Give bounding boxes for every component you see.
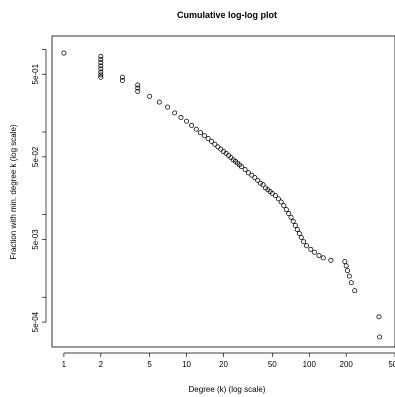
x-axis-label: Degree (k) (log scale) xyxy=(189,385,266,394)
data-point xyxy=(290,218,296,224)
plot-frame xyxy=(51,35,395,348)
data-point xyxy=(283,207,289,213)
data-points xyxy=(61,50,383,340)
data-point xyxy=(238,164,244,170)
data-point xyxy=(328,257,334,263)
x-tick-label: 100 xyxy=(303,360,317,369)
x-tick-label: 2 xyxy=(99,360,104,369)
data-point xyxy=(209,138,215,144)
data-point xyxy=(301,239,307,245)
data-point xyxy=(272,193,278,199)
data-point xyxy=(202,133,207,139)
data-point xyxy=(281,203,287,209)
data-point xyxy=(346,273,352,279)
data-point xyxy=(98,72,104,78)
data-point xyxy=(205,136,211,142)
x-tick-label: 200 xyxy=(340,360,354,369)
data-point xyxy=(98,74,104,80)
x-axis: 1 2 5 10 20 50 100 200 500 xyxy=(62,352,395,369)
x-tick-label: 500 xyxy=(388,360,395,369)
data-point xyxy=(316,253,322,258)
data-point xyxy=(288,214,294,220)
data-point xyxy=(246,170,252,176)
data-point xyxy=(320,255,326,261)
x-tick-label: 10 xyxy=(182,360,191,369)
data-point xyxy=(278,199,284,205)
data-point xyxy=(311,249,317,255)
data-point xyxy=(218,146,224,152)
data-point xyxy=(135,88,141,94)
data-point xyxy=(376,314,382,320)
data-point xyxy=(308,246,314,252)
y-tick-label: 5e-04 xyxy=(31,311,40,332)
data-point xyxy=(198,130,204,136)
data-point xyxy=(296,231,302,237)
data-point xyxy=(178,114,184,120)
data-point xyxy=(352,288,358,294)
data-point xyxy=(147,93,153,99)
data-point xyxy=(165,104,171,110)
data-point xyxy=(98,57,104,63)
data-point xyxy=(98,60,104,66)
data-point xyxy=(242,167,248,173)
data-point xyxy=(135,82,141,88)
y-tick-label: 5e-01 xyxy=(31,63,40,84)
data-point xyxy=(184,118,190,124)
x-tick-label: 20 xyxy=(219,360,228,369)
data-point xyxy=(304,243,309,249)
y-axis-label: Fraction with min. degree k (log scale) xyxy=(9,124,18,260)
data-point xyxy=(286,211,292,217)
chart-title: Cumulative log-log plot xyxy=(177,10,277,20)
y-axis: 5e-04 5e-03 5e-02 5e-01 xyxy=(31,48,47,332)
data-point xyxy=(348,280,354,286)
x-tick-label: 50 xyxy=(268,360,277,369)
data-point xyxy=(98,63,104,69)
data-point xyxy=(172,110,178,116)
data-point xyxy=(257,180,263,186)
data-point xyxy=(255,177,261,183)
data-point xyxy=(119,77,125,83)
data-point xyxy=(189,122,195,128)
data-point xyxy=(193,126,199,132)
data-point xyxy=(135,85,141,91)
data-point xyxy=(292,222,298,228)
y-tick-label: 5e-03 xyxy=(31,229,40,250)
data-point xyxy=(249,172,255,178)
data-point xyxy=(98,66,104,72)
y-tick-label: 5e-02 xyxy=(31,146,40,167)
data-point xyxy=(98,69,104,75)
data-point xyxy=(212,141,218,147)
data-point xyxy=(252,175,258,181)
x-tick-label: 1 xyxy=(62,360,67,369)
data-point xyxy=(119,74,125,80)
data-point xyxy=(298,234,304,240)
x-tick-label: 5 xyxy=(147,360,152,369)
data-point xyxy=(345,268,350,274)
data-point xyxy=(98,53,104,59)
data-point xyxy=(156,99,162,105)
data-point xyxy=(260,182,266,188)
data-point xyxy=(294,227,300,232)
data-point xyxy=(61,50,67,56)
data-point xyxy=(343,263,349,269)
data-point xyxy=(342,259,348,265)
data-point xyxy=(377,334,383,340)
data-point xyxy=(275,196,281,202)
